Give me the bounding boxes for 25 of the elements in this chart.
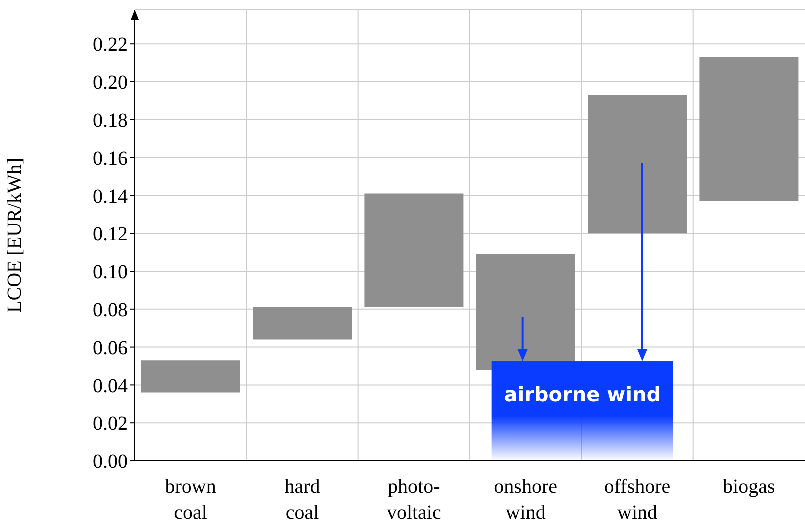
y-tick-label: 0.08 xyxy=(93,300,128,322)
bar xyxy=(253,308,352,340)
y-tick-label: 0.00 xyxy=(93,451,128,474)
bar xyxy=(700,57,799,202)
y-axis-title: LCOE [EUR/kWh] xyxy=(4,158,26,313)
x-tick-label: biogas xyxy=(723,476,776,498)
x-tick-label: hard coal xyxy=(284,476,320,524)
y-tick-label: 0.18 xyxy=(93,110,128,132)
y-tick-label: 0.14 xyxy=(93,186,128,208)
y-tick-label: 0.12 xyxy=(93,224,128,246)
y-tick-label: 0.02 xyxy=(93,413,128,436)
y-tick-label: 0.22 xyxy=(93,34,128,56)
y-tick-label: 0.20 xyxy=(93,72,128,94)
x-tick-label: brown coal xyxy=(165,476,216,524)
annotation: airborne wind xyxy=(504,382,662,407)
x-tick-label: offshore wind xyxy=(604,476,671,524)
y-tick-label: 0.16 xyxy=(93,148,128,170)
y-tick-label: 0.06 xyxy=(93,337,128,360)
bar xyxy=(588,95,688,234)
x-tick-label: onshore wind xyxy=(494,476,558,524)
bar xyxy=(141,360,240,393)
x-tick-label: photo-voltaic xyxy=(386,476,442,524)
y-tick-label: 0.10 xyxy=(93,262,128,284)
y-tick-label: 0.04 xyxy=(93,375,128,398)
bar xyxy=(364,194,464,308)
